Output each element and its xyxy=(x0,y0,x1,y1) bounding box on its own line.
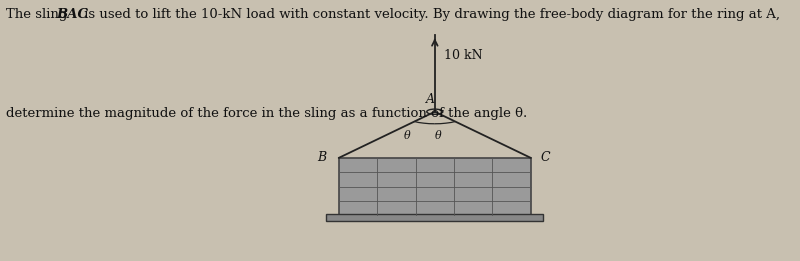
Text: A: A xyxy=(426,93,434,106)
Text: 10 kN: 10 kN xyxy=(444,49,482,62)
Text: is used to lift the 10-kN load with constant velocity. By drawing the free-body : is used to lift the 10-kN load with cons… xyxy=(80,8,780,21)
Text: θ: θ xyxy=(434,131,442,141)
Text: C: C xyxy=(540,151,550,164)
Bar xyxy=(338,158,531,215)
Text: The sling: The sling xyxy=(6,8,72,21)
Bar xyxy=(326,214,543,221)
Text: B: B xyxy=(317,151,326,164)
Text: θ: θ xyxy=(403,131,410,141)
Text: BAC: BAC xyxy=(56,8,88,21)
Text: determine the magnitude of the force in the sling as a function of the angle θ.: determine the magnitude of the force in … xyxy=(6,107,528,120)
